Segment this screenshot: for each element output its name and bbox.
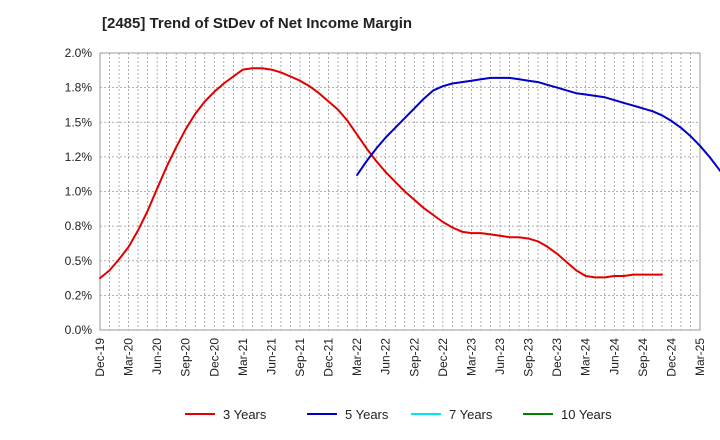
- chart-title: [2485] Trend of StDev of Net Income Marg…: [102, 15, 412, 32]
- x-tick-label: Mar-25: [693, 338, 707, 376]
- x-tick-label: Mar-20: [122, 338, 136, 376]
- x-tick-label: Jun-20: [150, 338, 164, 375]
- x-tick-label: Jun-23: [493, 338, 507, 375]
- legend-item: 3 Years: [185, 407, 267, 422]
- x-tick-label: Dec-21: [322, 338, 336, 377]
- series-lines: [99, 67, 720, 280]
- x-tick-label: Dec-24: [664, 338, 678, 377]
- legend: 3 Years 5 Years 7 Years 10 Years: [185, 407, 612, 422]
- x-tick-label: Dec-23: [550, 338, 564, 377]
- y-tick-label: 1.0%: [65, 185, 93, 199]
- series-line-5-years: [356, 76, 720, 176]
- x-tick-label: Jun-24: [607, 338, 621, 375]
- x-tick-label: Sep-21: [293, 338, 307, 377]
- x-tick-label: Dec-19: [93, 338, 107, 377]
- x-tick-label: Sep-24: [636, 338, 650, 377]
- x-tick-label: Sep-23: [522, 338, 536, 377]
- y-tick-label: 0.5%: [65, 254, 93, 268]
- y-axis: 0.0% 0.2% 0.5% 0.8% 1.0% 1.2% 1.5% 1.8% 2.0%: [65, 46, 93, 337]
- y-tick-label: 1.5%: [65, 115, 93, 129]
- y-tick-label: 0.0%: [65, 323, 93, 337]
- x-tick-label: Mar-23: [464, 338, 478, 376]
- legend-label: 7 Years: [449, 407, 493, 422]
- legend-item: 10 Years: [523, 407, 612, 422]
- x-tick-label: Dec-22: [436, 338, 450, 377]
- legend-label: 5 Years: [345, 407, 389, 422]
- x-tick-label: Jun-22: [379, 338, 393, 375]
- x-tick-label: Mar-22: [350, 338, 364, 376]
- y-tick-label: 2.0%: [65, 46, 93, 60]
- x-tick-label: Mar-24: [579, 338, 593, 376]
- legend-label: 10 Years: [561, 407, 612, 422]
- x-tick-label: Jun-21: [264, 338, 278, 375]
- x-tick-label: Sep-22: [407, 338, 421, 377]
- y-tick-label: 0.8%: [65, 219, 93, 233]
- y-tick-label: 0.2%: [65, 288, 93, 302]
- y-tick-label: 1.2%: [65, 150, 93, 164]
- x-tick-label: Mar-21: [236, 338, 250, 376]
- legend-item: 5 Years: [307, 407, 389, 422]
- legend-item: 7 Years: [411, 407, 493, 422]
- series-line-3-years: [99, 67, 663, 280]
- x-tick-label: Dec-20: [207, 338, 221, 377]
- y-tick-label: 1.8%: [65, 81, 93, 95]
- legend-label: 3 Years: [223, 407, 267, 422]
- x-tick-label: Sep-20: [179, 338, 193, 377]
- x-axis: Dec-19 Mar-20 Jun-20 Sep-20 Dec-20 Mar-21 Jun-…: [93, 338, 707, 377]
